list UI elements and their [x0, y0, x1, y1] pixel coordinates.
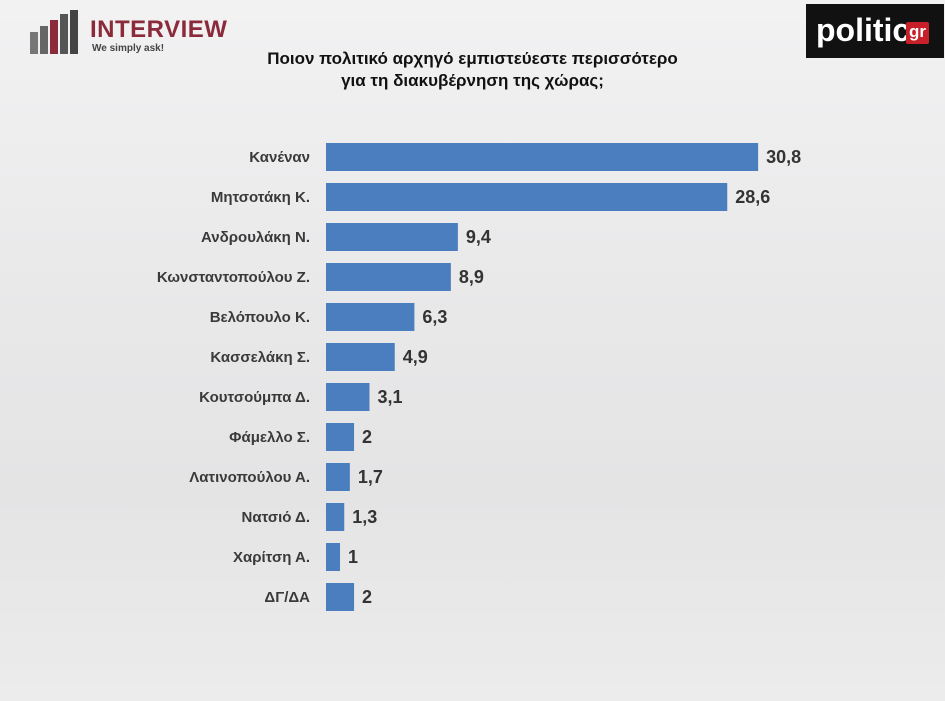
bar — [326, 583, 355, 611]
bar — [326, 223, 458, 251]
category-label: Ανδρουλάκη Ν. — [201, 229, 310, 246]
value-label: 8,9 — [459, 267, 484, 287]
bar — [326, 463, 350, 491]
interview-word: INTERVIEW — [90, 16, 228, 43]
interview-logo: INTERVIEW We simply ask! — [28, 10, 238, 60]
category-label: Μητσοτάκη Κ. — [211, 189, 310, 206]
value-label: 4,9 — [403, 347, 428, 367]
category-label: Κανέναν — [249, 149, 310, 166]
category-label: Κωνσταντοπούλου Ζ. — [157, 269, 310, 286]
category-label: Νατσιό Δ. — [242, 509, 310, 526]
bar — [326, 143, 759, 171]
value-label: 30,8 — [766, 147, 801, 167]
bar — [326, 303, 415, 331]
category-label: Κασσελάκη Σ. — [210, 349, 310, 366]
value-label: 6,3 — [422, 307, 447, 327]
bar — [326, 543, 341, 571]
value-label: 1,7 — [358, 467, 383, 487]
bar — [326, 423, 355, 451]
value-label: 1,3 — [352, 507, 377, 527]
category-label: Χαρίτση Α. — [233, 549, 310, 566]
value-label: 3,1 — [377, 387, 402, 407]
value-label: 28,6 — [735, 187, 770, 207]
bar — [326, 503, 345, 531]
value-label: 1 — [348, 547, 358, 567]
bar — [326, 383, 370, 411]
category-label: Φάμελλο Σ. — [229, 429, 310, 446]
bar — [326, 343, 395, 371]
politic-word: politic — [816, 12, 911, 48]
value-label: 2 — [362, 587, 372, 607]
chart-title: Ποιον πολιτικό αρχηγό εμπιστεύεστε περισ… — [267, 49, 678, 90]
category-label: ΔΓ/ΔΑ — [264, 589, 310, 606]
politic-gr: gr — [906, 22, 929, 44]
politic-logo: politic gr — [806, 4, 944, 58]
category-label: Κουτσούμπα Δ. — [199, 389, 310, 406]
interview-tagline: We simply ask! — [92, 43, 165, 54]
category-label: Βελόπουλο Κ. — [210, 309, 310, 326]
logo-icon — [30, 10, 78, 54]
category-label: Λατινοπούλου Α. — [189, 469, 310, 486]
bar — [326, 183, 728, 211]
value-label: 2 — [362, 427, 372, 447]
value-label: 9,4 — [466, 227, 491, 247]
bar — [326, 263, 451, 291]
